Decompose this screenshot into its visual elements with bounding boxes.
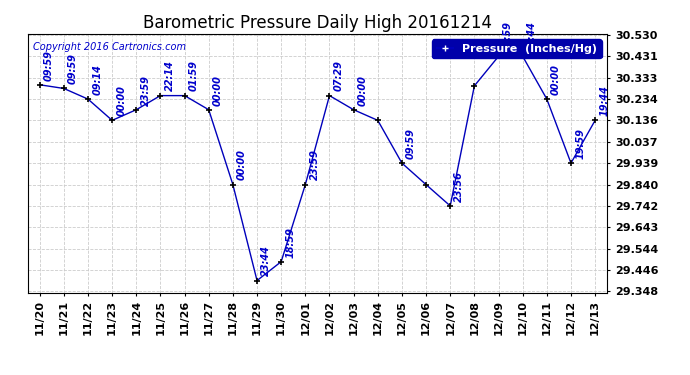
- Text: 07:29: 07:29: [334, 61, 344, 92]
- Text: 09:59: 09:59: [68, 53, 78, 84]
- Text: 01:59: 01:59: [189, 61, 199, 92]
- Legend: Pressure  (Inches/Hg): Pressure (Inches/Hg): [432, 39, 602, 58]
- Text: 00:00: 00:00: [237, 150, 247, 180]
- Text: 22:14: 22:14: [165, 61, 175, 92]
- Text: 09:59: 09:59: [44, 50, 54, 81]
- Text: 09:59: 09:59: [406, 128, 416, 159]
- Text: 23:59: 23:59: [141, 75, 150, 105]
- Text: 23:59: 23:59: [310, 150, 319, 180]
- Text: 00:00: 00:00: [551, 64, 561, 95]
- Text: 00:00: 00:00: [117, 86, 126, 116]
- Text: 23:44: 23:44: [262, 246, 271, 276]
- Text: 09:14: 09:14: [92, 64, 102, 95]
- Text: Copyright 2016 Cartronics.com: Copyright 2016 Cartronics.com: [33, 42, 186, 51]
- Text: 19:44: 19:44: [600, 86, 609, 116]
- Text: 00:00: 00:00: [358, 75, 368, 105]
- Text: 18:59: 18:59: [286, 226, 295, 258]
- Text: 23:59: 23:59: [503, 21, 513, 52]
- Text: 00:00: 00:00: [213, 75, 223, 105]
- Title: Barometric Pressure Daily High 20161214: Barometric Pressure Daily High 20161214: [143, 14, 492, 32]
- Text: 23:56: 23:56: [455, 171, 464, 202]
- Text: 08:44: 08:44: [527, 21, 537, 52]
- Text: 19:59: 19:59: [575, 128, 585, 159]
